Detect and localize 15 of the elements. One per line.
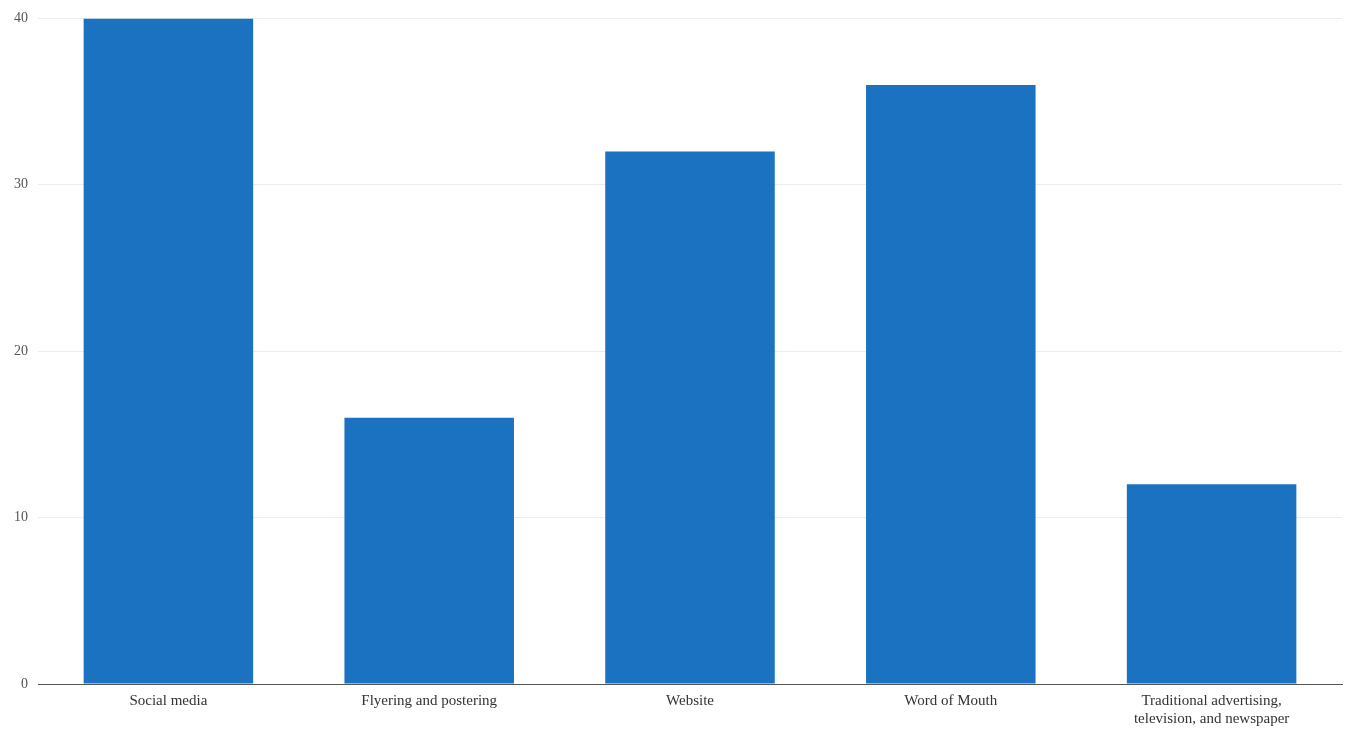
x-tick-label: Website bbox=[666, 691, 715, 708]
x-tick-label: Traditional advertising, television, and newspaper bbox=[1133, 691, 1290, 726]
y-tick-label: 40 bbox=[14, 10, 28, 26]
bar bbox=[1126, 484, 1297, 684]
y-tick-label: 0 bbox=[21, 675, 28, 691]
y-tick-label: 10 bbox=[14, 509, 28, 525]
y-tick-label: 20 bbox=[14, 342, 28, 358]
bar bbox=[83, 18, 254, 684]
bar bbox=[344, 417, 514, 684]
bar bbox=[605, 151, 775, 684]
x-tick-label: Word of Mouth bbox=[904, 691, 998, 708]
y-tick-label: 30 bbox=[14, 176, 28, 192]
x-tick-label: Social media bbox=[129, 691, 208, 708]
x-tick-label: Flyering and postering bbox=[361, 691, 498, 708]
bar bbox=[866, 84, 1036, 684]
